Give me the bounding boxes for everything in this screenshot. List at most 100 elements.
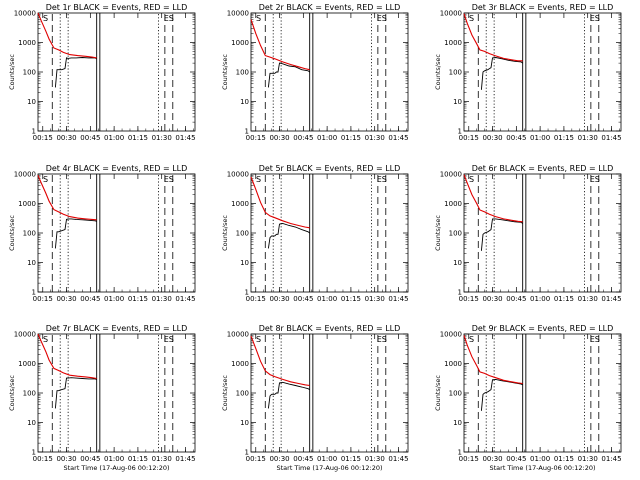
y-tick-label: 1 bbox=[245, 289, 249, 297]
y-axis-label: Counts/sec bbox=[434, 215, 442, 251]
panel-title: Det 2r BLACK = Events, RED = LLD bbox=[259, 3, 401, 12]
x-tick-label: 00:30 bbox=[56, 295, 76, 303]
y-tick-label: 10000 bbox=[14, 331, 36, 339]
series-lld-line bbox=[250, 19, 310, 71]
y-tick-label: 100 bbox=[236, 230, 249, 238]
series-events-line bbox=[54, 377, 97, 409]
y-tick-label: 10000 bbox=[227, 171, 249, 179]
y-tick-label: 1000 bbox=[18, 360, 36, 368]
series-events-line bbox=[480, 378, 523, 411]
y-axis-label: Counts/sec bbox=[8, 215, 16, 251]
y-tick-label: 10 bbox=[453, 419, 462, 427]
y-tick-label: 10 bbox=[240, 419, 249, 427]
x-tick-label: 00:30 bbox=[482, 455, 502, 463]
series-lld-line bbox=[463, 335, 523, 385]
x-tick-label: 01:15 bbox=[128, 455, 148, 463]
y-tick-label: 1 bbox=[245, 449, 249, 457]
y-tick-label: 100 bbox=[23, 390, 36, 398]
x-axis-label: Start Time (17-Aug-06 00:12:20) bbox=[489, 464, 595, 472]
y-tick-label: 100 bbox=[449, 390, 462, 398]
x-tick-label: 01:00 bbox=[530, 455, 550, 463]
y-tick-label: 10 bbox=[240, 98, 249, 106]
x-tick-label: 01:45 bbox=[388, 134, 408, 142]
x-tick-label: 00:15 bbox=[246, 295, 266, 303]
x-tick-label: 00:30 bbox=[269, 455, 289, 463]
panel-1: Det 1r BLACK = Events, RED = LLD 1 10 100 10… bbox=[8, 3, 196, 142]
y-tick-label: 1000 bbox=[18, 39, 36, 47]
y-tick-label: 1000 bbox=[444, 200, 462, 208]
y-tick-label: 100 bbox=[236, 390, 249, 398]
panel-4: Det 4r BLACK = Events, RED = LLD 1 10 100 10… bbox=[8, 164, 196, 303]
y-tick-label: 1 bbox=[32, 128, 36, 136]
marker-label-s: S bbox=[43, 14, 48, 23]
x-tick-label: 00:45 bbox=[293, 134, 313, 142]
y-tick-label: 1000 bbox=[18, 200, 36, 208]
marker-label-es: ES bbox=[590, 175, 600, 184]
x-tick-label: 01:45 bbox=[601, 455, 621, 463]
x-tick-label: 01:15 bbox=[341, 134, 361, 142]
x-tick-label: 01:45 bbox=[175, 455, 195, 463]
marker-label-s: S bbox=[43, 335, 48, 344]
x-tick-label: 01:15 bbox=[554, 455, 574, 463]
x-tick-label: 01:30 bbox=[578, 295, 598, 303]
series-events-line bbox=[54, 57, 97, 88]
marker-label-s: S bbox=[43, 175, 48, 184]
x-tick-label: 01:15 bbox=[554, 295, 574, 303]
y-tick-label: 1 bbox=[32, 449, 36, 457]
y-tick-label: 1000 bbox=[444, 360, 462, 368]
series-events-line bbox=[480, 57, 523, 90]
panel-7: Det 7r BLACK = Events, RED = LLD 1 10 100 10… bbox=[8, 324, 196, 472]
y-tick-label: 10 bbox=[27, 259, 36, 267]
panel-title: Det 4r BLACK = Events, RED = LLD bbox=[46, 164, 188, 173]
y-tick-label: 1000 bbox=[231, 200, 249, 208]
x-tick-label: 01:15 bbox=[128, 295, 148, 303]
y-axis-label: Counts/sec bbox=[434, 54, 442, 90]
y-tick-label: 10000 bbox=[14, 10, 36, 18]
x-tick-label: 00:15 bbox=[459, 295, 479, 303]
x-axis-label: Start Time (17-Aug-06 00:12:20) bbox=[276, 464, 382, 472]
y-tick-label: 1 bbox=[458, 449, 462, 457]
plot-frame bbox=[463, 333, 622, 453]
marker-label-s: S bbox=[469, 335, 474, 344]
x-tick-label: 01:00 bbox=[104, 134, 124, 142]
x-tick-label: 01:15 bbox=[341, 455, 361, 463]
y-axis-label: Counts/sec bbox=[221, 54, 229, 90]
x-tick-label: 00:45 bbox=[80, 134, 100, 142]
marker-label-es: ES bbox=[164, 175, 174, 184]
y-tick-label: 10000 bbox=[440, 10, 462, 18]
x-tick-label: 01:30 bbox=[578, 134, 598, 142]
x-tick-label: 00:30 bbox=[482, 295, 502, 303]
panel-6: Det 6r BLACK = Events, RED = LLD 1 10 100 10… bbox=[434, 164, 622, 303]
plot-frame bbox=[37, 333, 196, 453]
x-tick-label: 01:15 bbox=[554, 134, 574, 142]
y-tick-label: 100 bbox=[449, 230, 462, 238]
x-tick-label: 00:15 bbox=[33, 134, 53, 142]
x-tick-label: 01:45 bbox=[601, 134, 621, 142]
marker-label-es: ES bbox=[164, 14, 174, 23]
series-lld-line bbox=[463, 13, 523, 62]
x-tick-label: 00:45 bbox=[506, 134, 526, 142]
x-tick-label: 01:30 bbox=[365, 134, 385, 142]
x-tick-label: 01:30 bbox=[152, 455, 172, 463]
series-events-line bbox=[267, 381, 310, 409]
plot-frame bbox=[463, 173, 622, 293]
marker-label-s: S bbox=[256, 335, 261, 344]
panel-2: Det 2r BLACK = Events, RED = LLD 1 10 100 10… bbox=[221, 3, 409, 142]
x-tick-label: 01:30 bbox=[365, 295, 385, 303]
series-events-line bbox=[267, 62, 310, 88]
x-tick-label: 00:30 bbox=[56, 134, 76, 142]
series-events-line bbox=[480, 218, 523, 251]
y-tick-label: 10000 bbox=[440, 171, 462, 179]
y-tick-label: 100 bbox=[449, 69, 462, 77]
panel-title: Det 3r BLACK = Events, RED = LLD bbox=[472, 3, 614, 12]
series-lld-line bbox=[250, 335, 310, 387]
x-axis-label: Start Time (17-Aug-06 00:12:20) bbox=[63, 464, 169, 472]
panel-3: Det 3r BLACK = Events, RED = LLD 1 10 100 10… bbox=[434, 3, 622, 142]
plot-frame bbox=[250, 173, 409, 293]
y-tick-label: 1000 bbox=[231, 39, 249, 47]
x-tick-label: 01:00 bbox=[317, 455, 337, 463]
marker-label-es: ES bbox=[590, 335, 600, 344]
y-tick-label: 10000 bbox=[227, 10, 249, 18]
y-tick-label: 10 bbox=[27, 419, 36, 427]
